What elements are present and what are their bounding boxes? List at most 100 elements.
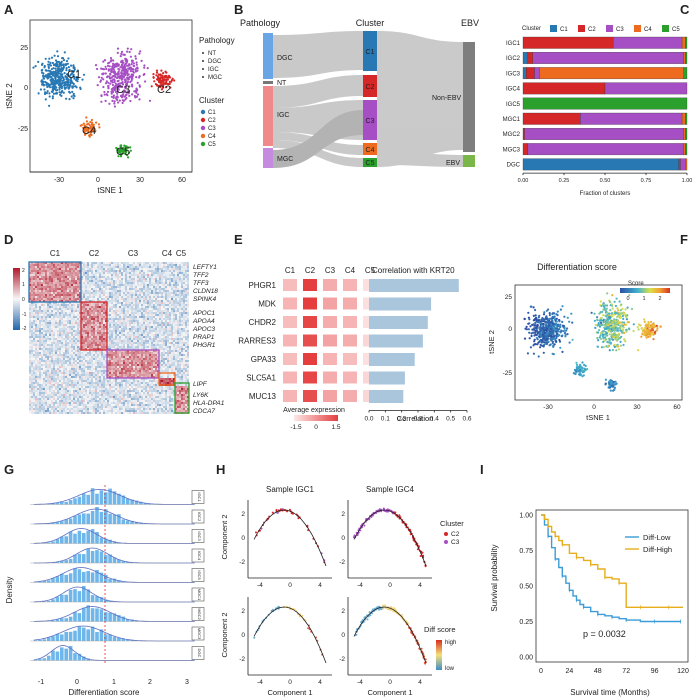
d-cell	[83, 348, 85, 350]
d-cell	[107, 344, 109, 346]
a-point	[128, 94, 131, 97]
d-cell	[129, 276, 131, 278]
d-cell	[127, 334, 129, 336]
d-cell	[47, 284, 49, 286]
a-point	[45, 74, 48, 77]
d-cell	[43, 342, 45, 344]
d-cell	[181, 262, 183, 264]
d-cell	[99, 348, 101, 350]
d-cell	[117, 290, 119, 292]
d-cell	[101, 352, 103, 354]
c-legend-c1: C1	[560, 27, 568, 33]
d-cell	[147, 338, 149, 340]
d-cell	[167, 350, 169, 352]
d-cell	[99, 350, 101, 352]
d-cell	[31, 298, 33, 300]
d-cell	[163, 348, 165, 350]
a-point	[115, 62, 118, 65]
d-cell	[101, 300, 103, 302]
d-cell	[135, 342, 137, 344]
d-cell	[87, 282, 89, 284]
d-cell	[29, 326, 31, 328]
d-cell	[141, 264, 143, 266]
d-cell	[119, 286, 121, 288]
d-cell	[153, 320, 155, 322]
d-cell	[147, 304, 149, 306]
d-cell	[79, 322, 81, 324]
d-cell	[113, 334, 115, 336]
d-cell	[67, 320, 69, 322]
a-point	[127, 64, 130, 67]
a-point	[124, 81, 127, 84]
a-point	[118, 82, 121, 85]
d-cell	[91, 354, 93, 356]
d-cell	[157, 344, 159, 346]
d-cell	[153, 316, 155, 318]
d-cell	[99, 292, 101, 294]
a-point	[46, 90, 49, 93]
d-cell	[133, 264, 135, 266]
a-point	[120, 60, 123, 63]
d-cell	[99, 322, 101, 324]
d-cell	[29, 324, 31, 326]
a-point	[115, 72, 118, 76]
d-cell	[183, 304, 185, 306]
d-cell	[151, 262, 153, 264]
a-point	[99, 79, 103, 82]
d-cell	[109, 268, 111, 270]
d-cell	[51, 338, 53, 340]
d-cell	[177, 352, 179, 354]
d-cell	[75, 334, 77, 336]
d-cell	[63, 354, 65, 356]
d-cell	[165, 348, 167, 350]
d-cell	[95, 262, 97, 264]
d-cell	[161, 340, 163, 342]
d-cell	[171, 280, 173, 282]
d-cell	[123, 308, 125, 310]
d-cell	[147, 302, 149, 304]
d-cell	[145, 286, 147, 288]
d-cell	[125, 272, 127, 274]
a-point	[58, 91, 61, 94]
d-cell	[187, 302, 189, 304]
d-cell	[135, 346, 137, 348]
d-cell	[155, 350, 157, 352]
d-cell	[39, 338, 41, 340]
d-cell	[129, 266, 131, 268]
d-cell	[155, 296, 157, 298]
d-cell	[135, 348, 137, 350]
d-cell	[181, 294, 183, 296]
d-cell	[97, 322, 99, 324]
d-cell	[41, 334, 43, 336]
d-cell	[67, 300, 69, 302]
d-cell	[183, 308, 185, 310]
d-cell	[47, 342, 49, 344]
d-cell	[185, 356, 187, 358]
d-cell	[75, 340, 77, 342]
d-cell	[63, 352, 65, 354]
d-cell	[77, 324, 79, 326]
d-cell	[125, 344, 127, 346]
d-cell	[183, 266, 185, 268]
d-cell	[145, 356, 147, 358]
d-cell	[57, 348, 59, 350]
a-point	[106, 90, 110, 93]
d-cell	[113, 330, 115, 332]
a-point	[159, 76, 162, 79]
d-cell	[49, 350, 51, 352]
d-cell	[163, 272, 165, 274]
d-cell	[133, 326, 135, 328]
a-point	[47, 69, 50, 72]
d-cell	[165, 304, 167, 306]
c-xtick: 1.00	[682, 178, 693, 184]
d-cell	[117, 298, 119, 300]
b-label-nt: NT	[277, 80, 287, 87]
d-cell	[127, 326, 129, 328]
d-cell	[161, 326, 163, 328]
d-cell	[43, 292, 45, 294]
d-cell	[143, 276, 145, 278]
d-cell	[51, 298, 53, 300]
d-cell	[177, 282, 179, 284]
d-cell	[149, 292, 151, 294]
d-cell	[59, 300, 61, 302]
